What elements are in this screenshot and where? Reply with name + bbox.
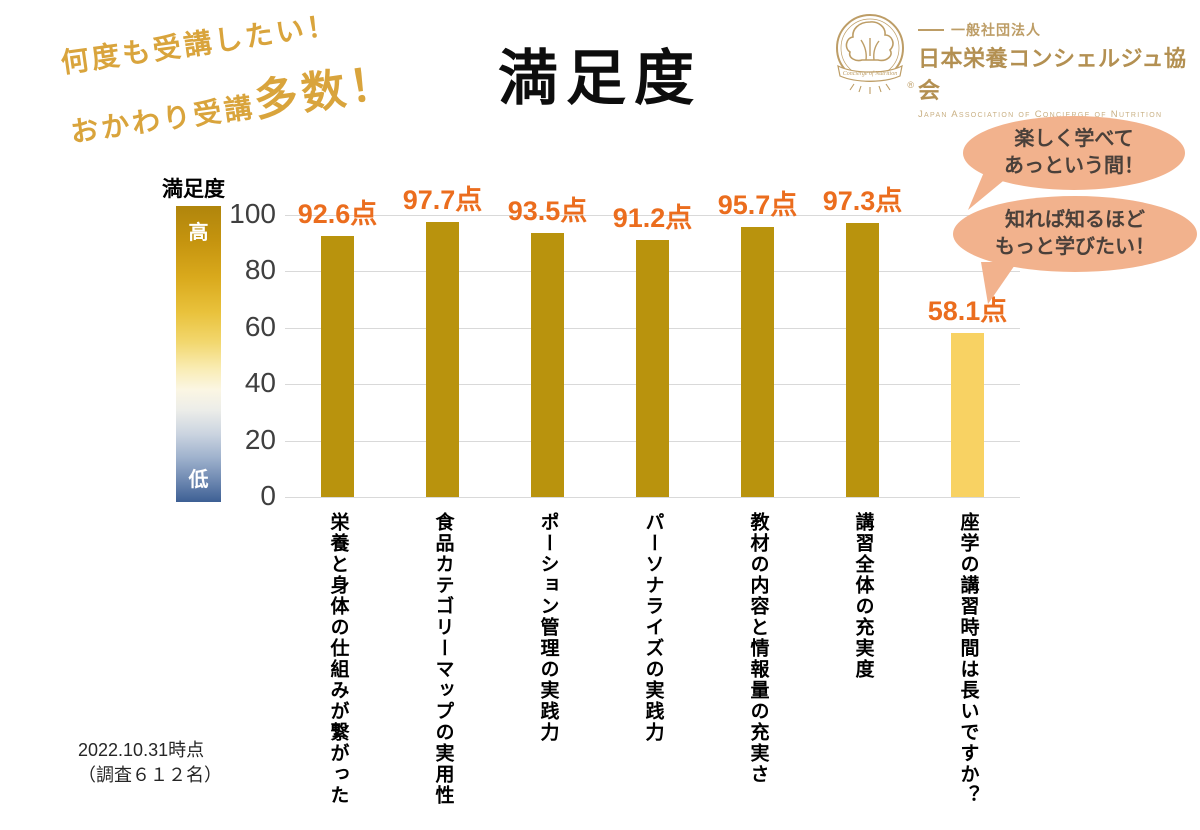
bar [531, 233, 564, 497]
bar-value-label: 97.3点 [822, 185, 903, 216]
bar-value-label: 58.1点 [927, 296, 1008, 327]
x-axis-category-label: 食品カテゴリーマップの実用性 [432, 512, 454, 806]
page-title: 満足度 [498, 45, 702, 112]
y-axis-tick: 80 [244, 254, 276, 286]
bar [741, 227, 774, 497]
bar-value-label: 91.2点 [612, 202, 693, 233]
x-axis-category-label: パーソナライズの実践力 [642, 512, 664, 743]
speech-bubble: 知れば知るほど もっと学びたい！ [953, 196, 1197, 272]
logo-org-name-en: Japan Association of Concierge of Nutrit… [918, 109, 1163, 120]
association-logo: Concierge of Nutrition ® 一般社団法人 日本栄養コンシェ… [828, 10, 1200, 120]
logo-type-row: 一般社団法人 [918, 20, 1200, 40]
speech-bubble: 楽しく学べて あっという間！ [963, 116, 1185, 190]
bar-value-label: 92.6点 [297, 198, 378, 229]
speech-bubble-line: 楽しく学べて [1014, 128, 1134, 150]
gridline [285, 215, 1020, 216]
logo-emblem: Concierge of Nutrition ® [828, 10, 914, 98]
speech-bubble-line: もっと学びたい！ [995, 236, 1155, 258]
logo-org-type: 一般社団法人 [951, 22, 1041, 38]
bar-value-label: 95.7点 [717, 190, 798, 221]
logo-dash [918, 29, 944, 31]
speech-bubble-line: 知れば知るほど [1005, 209, 1145, 231]
legend-high-label: 高 [188, 222, 209, 244]
speech-bubble-line: あっという間！ [1004, 155, 1144, 177]
bar-value-label: 93.5点 [507, 196, 588, 227]
bar [426, 221, 459, 497]
x-axis-category-label: ポーション管理の実践力 [537, 512, 559, 743]
x-axis-category-label: 栄養と身体の仕組みが繋がった [327, 512, 349, 806]
speech-bubble-tail [981, 262, 1017, 304]
x-axis-category-label: 講習全体の充実度 [852, 512, 874, 680]
logo-org-name: 日本栄養コンシェルジュ協会 [918, 46, 1187, 103]
tree-emblem-icon: Concierge of Nutrition [836, 14, 904, 94]
x-axis-category-label: 教材の内容と情報量の充実さ [747, 512, 769, 785]
plot-area: 92.6点 97.7点 93.5点 91.2点 95.7点 97.3点 58.1点 [285, 185, 1020, 498]
legend-title: 満足度 [162, 178, 225, 201]
bar [846, 222, 879, 497]
survey-sample-size: （調査６１２名） [78, 765, 222, 785]
bar [321, 235, 354, 497]
bar [951, 333, 984, 497]
survey-note: 2022.10.31時点 （調査６１２名） [78, 738, 222, 788]
bar [636, 239, 669, 497]
legend-low-label: 低 [188, 469, 209, 491]
emblem-ribbon-text: Concierge of Nutrition [843, 70, 897, 77]
y-axis-tick: 20 [244, 423, 276, 455]
y-axis-tick: 60 [244, 310, 276, 342]
y-axis-tick: 40 [244, 367, 276, 399]
satisfaction-gradient-legend: 高 低 [176, 206, 221, 502]
gridline [285, 497, 1020, 498]
registered-trademark: ® [907, 80, 914, 90]
survey-date: 2022.10.31時点 [78, 740, 205, 760]
logo-text: 一般社団法人 日本栄養コンシェルジュ協会 Japan Association o… [918, 10, 1200, 120]
bar-value-label: 97.7点 [402, 184, 483, 215]
y-axis-tick: 0 [260, 480, 276, 511]
x-axis-category-label: 座学の講習時間は長いですか？ [957, 512, 979, 806]
y-axis-tick: 100 [229, 198, 276, 229]
